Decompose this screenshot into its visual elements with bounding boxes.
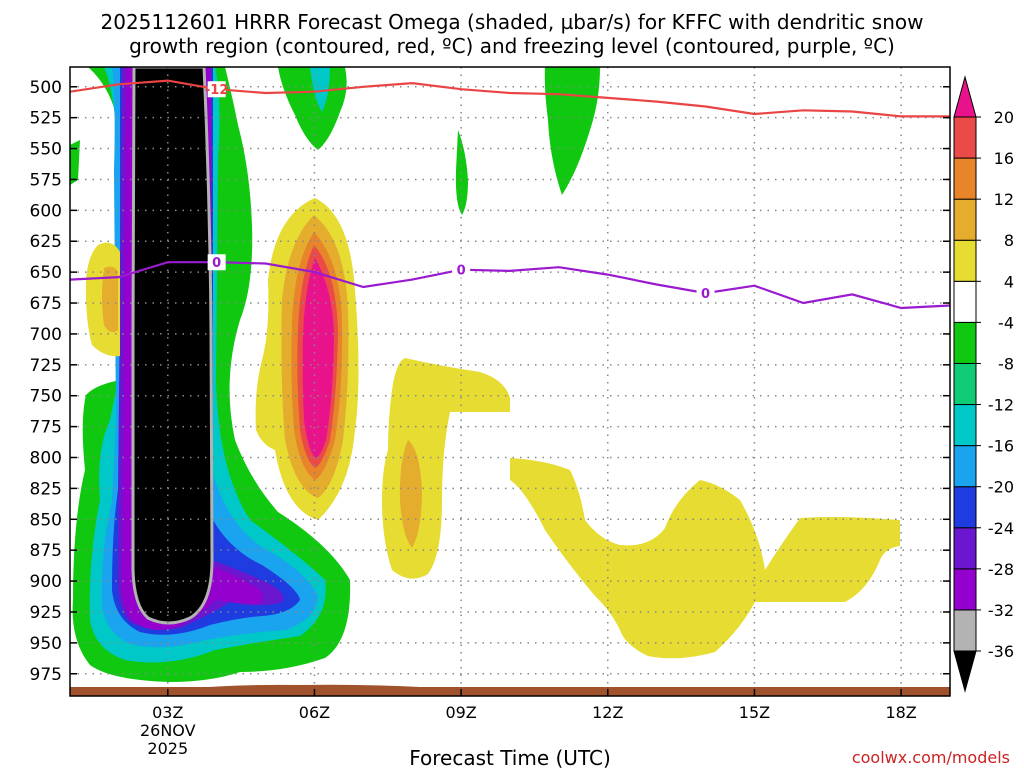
freezing-level-contour-label: 0 [701,287,710,302]
y-tick-label: 625 [30,232,62,252]
omega-magenta-core-06z [302,258,334,458]
colorbar-bin [953,75,977,118]
freezing-level-contour-label: 0 [457,264,466,279]
terrain-strip [70,687,950,696]
x-tick-label: 03Z [152,703,183,722]
y-tick-label: 500 [30,78,62,98]
colorbar-bin [953,198,977,241]
x-tick-label: 06Z [299,703,330,722]
freezing-level-contour-label-bg [452,261,471,278]
y-tick-label: 825 [30,479,62,499]
y-tick-label: 525 [30,109,62,129]
x-axis-label: Forecast Time (UTC) [409,746,611,768]
dendritic-growth-contour-label: -12 [205,83,229,98]
colorbar-bin [953,486,977,529]
colorbar-bin [953,650,977,693]
y-tick-label: 600 [30,201,62,221]
omega-gold-blob-08z [399,440,422,548]
colorbar-bin [953,362,977,406]
credit-text: coolwx.com/models [852,748,1010,767]
colorbar-bin [953,157,977,200]
y-tick-label: 575 [30,170,62,190]
y-tick-label: 850 [30,510,62,530]
colorbar-label: -28 [988,560,1014,579]
omega-shading [70,67,900,682]
freezing-level-contour-label-bg [696,285,715,302]
y-tick-label: 550 [30,140,62,160]
x-tick-label: 18Z [885,703,916,722]
colorbar-label: -4 [998,313,1014,332]
omega-gold-sliver-left [102,266,118,333]
omega-green-blob-06z [278,67,347,150]
colorbar-label: 12 [994,190,1014,209]
colorbar-label: 8 [1004,231,1014,250]
plot-frame [69,66,951,697]
colorbar-label: -12 [988,396,1014,415]
colorbar-label: -32 [988,601,1014,620]
x-tick-label: 15Z [739,703,770,722]
terrain-bump [180,684,420,690]
x-tick-label: 09Z [445,703,476,722]
colorbar-label: -24 [988,519,1014,538]
colorbar-label: 4 [1004,272,1014,291]
colorbar: -36 -32 -28 -24 -20 -16 -12 -8 -4 4 8 12 16 20 [953,75,1014,693]
freezing-level-contour-label-bg [207,254,226,271]
colorbar-bin [953,321,977,364]
y-axis: 500 525 550 575 600 625 650 675 700 725 750 775 800 8… [30,78,950,685]
omega-green-fringe-left [70,140,80,185]
x-tick-year: 2025 [147,739,188,758]
x-tick-date: 26NOV [140,721,196,740]
dendritic-growth-contour-label-bg [207,81,226,98]
y-tick-label: 925 [30,603,62,623]
colorbar-bin [953,280,977,323]
colorbar-bin [953,609,977,652]
colorbar-bin [953,116,977,159]
colorbar-label: -16 [988,437,1014,456]
colorbar-bin [953,239,977,282]
omega-green-blob-11z [544,67,600,195]
y-tick-label: 900 [30,572,62,592]
colorbar-label: 16 [994,149,1014,168]
y-tick-label: 725 [30,356,62,376]
colorbar-label: -36 [988,642,1014,661]
freezing-level-contour-label: 0 [212,256,221,271]
colorbar-bin [953,404,977,447]
chart-title-line1: 2025112601 HRRR Forecast Omega (shaded, … [101,10,924,34]
y-tick-label: 750 [30,387,62,407]
omega-teal-blob-06z [310,67,330,112]
x-tick-label: 12Z [592,703,623,722]
omega-green-sliver-09z [455,130,468,215]
omega-yellow-blob-late [510,458,900,659]
y-tick-label: 675 [30,294,62,314]
colorbar-label: 20 [994,108,1014,127]
colorbar-label: -8 [998,354,1014,373]
y-tick-label: 700 [30,325,62,345]
chart-title-line2: growth region (contoured, red, ºC) and f… [129,34,895,58]
colorbar-label: -20 [988,478,1014,497]
chart-contours: -12 0 0 0 [69,79,951,310]
colorbar-bin [953,445,977,488]
y-tick-label: 975 [30,665,62,685]
y-tick-label: 875 [30,541,62,561]
y-tick-label: 950 [30,634,62,654]
y-tick-label: 775 [30,418,62,438]
colorbar-bin [953,527,977,570]
y-tick-label: 650 [30,263,62,283]
colorbar-bin [953,568,977,611]
y-tick-label: 800 [30,448,62,468]
omega-black-core [131,67,214,625]
